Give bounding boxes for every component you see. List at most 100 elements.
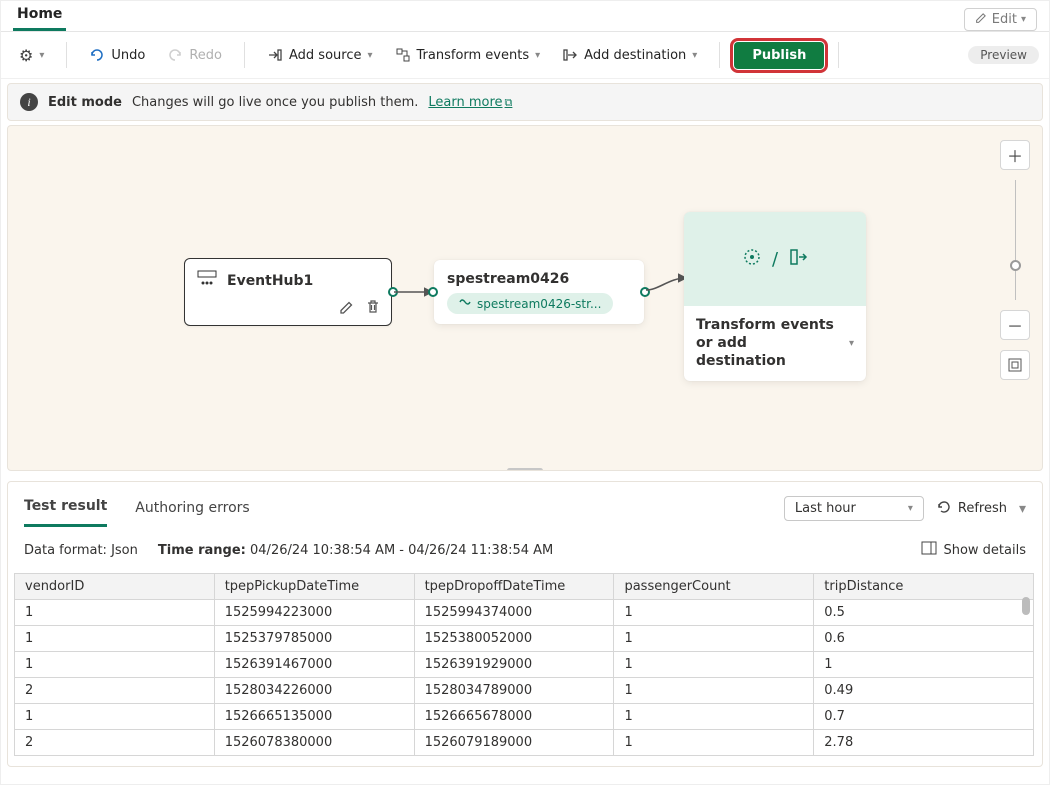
eventhub-icon (197, 269, 217, 293)
table-row[interactable]: 21528034226000152803478900010.49 (15, 678, 1034, 704)
stream-pill[interactable]: spestream0426-str... (447, 293, 613, 314)
transform-icon (395, 47, 411, 63)
results-meta: Data format: Json Time range: 04/26/24 1… (8, 527, 1042, 569)
pencil-icon (975, 11, 988, 28)
edit-node-button[interactable] (339, 299, 355, 319)
toolbar-divider (244, 42, 245, 68)
table-cell: 1526391467000 (214, 652, 414, 678)
table-cell: 1 (15, 600, 215, 626)
gear-icon: ⚙ (19, 46, 33, 65)
table-cell: 0.49 (814, 678, 1034, 704)
preview-badge: Preview (968, 46, 1039, 64)
table-cell: 1528034226000 (214, 678, 414, 704)
column-header[interactable]: passengerCount (614, 574, 814, 600)
results-table: vendorIDtpepPickupDateTimetpepDropoffDat… (14, 573, 1034, 756)
top-row: Home Edit ▾ (1, 1, 1049, 31)
time-range-select[interactable]: Last hour ▾ (784, 496, 924, 521)
toolbar: ⚙ ▾ Undo Redo Add source ▾ Transform eve… (1, 31, 1049, 79)
table-cell: 2 (15, 730, 215, 756)
table-cell: 1 (614, 704, 814, 730)
table-cell: 0.6 (814, 626, 1034, 652)
notice-body: Changes will go live once you publish th… (132, 95, 418, 110)
undo-label: Undo (111, 48, 145, 63)
canvas-inner: EventHub1 spestream0426 spestream0426-st… (8, 126, 1042, 470)
transform-events-label: Transform events (417, 48, 530, 63)
table-cell: 1 (814, 652, 1034, 678)
separator: / (772, 249, 778, 270)
table-cell: 1526391929000 (414, 652, 614, 678)
refresh-label: Refresh (958, 501, 1007, 516)
undo-button[interactable]: Undo (81, 43, 153, 67)
column-header[interactable]: tpepDropoffDateTime (414, 574, 614, 600)
data-format-label: Data format: (24, 543, 107, 558)
tab-authoring-errors[interactable]: Authoring errors (135, 492, 249, 526)
column-header[interactable]: tpepPickupDateTime (214, 574, 414, 600)
table-cell: 2.78 (814, 730, 1034, 756)
table-cell: 2 (15, 678, 215, 704)
table-row[interactable]: 21526078380000152607918900012.78 (15, 730, 1034, 756)
node-eventhub1[interactable]: EventHub1 (184, 258, 392, 326)
undo-icon (89, 47, 105, 63)
input-port[interactable] (428, 287, 438, 297)
chevron-down-icon[interactable]: ▾ (849, 338, 854, 349)
table-cell: 1526665135000 (214, 704, 414, 730)
collapse-panel-button[interactable]: ▾ (1019, 501, 1026, 517)
table-row[interactable]: 11525379785000152538005200010.6 (15, 626, 1034, 652)
table-row[interactable]: 11526391467000152639192900011 (15, 652, 1034, 678)
add-source-button[interactable]: Add source ▾ (259, 43, 381, 67)
edit-mode-notice: i Edit mode Changes will go live once yo… (7, 83, 1043, 121)
table-cell: 0.7 (814, 704, 1034, 730)
chevron-down-icon: ▾ (535, 50, 540, 61)
table-cell: 1525994374000 (414, 600, 614, 626)
delete-node-button[interactable] (365, 299, 381, 319)
scroll-y (1022, 573, 1030, 743)
tab-test-result[interactable]: Test result (24, 490, 107, 527)
learn-more-label: Learn more (428, 95, 502, 110)
toolbar-divider (838, 42, 839, 68)
publish-button[interactable]: Publish (734, 42, 824, 69)
column-header[interactable]: vendorID (15, 574, 215, 600)
table-cell: 1 (15, 704, 215, 730)
stream-pill-label: spestream0426-str... (477, 297, 601, 311)
column-header[interactable]: tripDistance (814, 574, 1034, 600)
destination-icon (788, 247, 808, 272)
notice-title: Edit mode (48, 95, 122, 110)
redo-button: Redo (159, 43, 230, 67)
stream-icon (459, 296, 471, 311)
refresh-icon (936, 499, 952, 519)
table-cell: 1526078380000 (214, 730, 414, 756)
chevron-down-icon: ▾ (39, 50, 44, 61)
resize-handle[interactable] (507, 468, 543, 471)
placeholder-iconbar: / (684, 212, 866, 306)
toolbar-divider (66, 42, 67, 68)
canvas[interactable]: ＋ － EventHub1 (7, 125, 1043, 471)
settings-button[interactable]: ⚙ ▾ (11, 42, 52, 69)
details-icon (921, 541, 937, 559)
table-cell: 1 (614, 678, 814, 704)
tab-home[interactable]: Home (13, 2, 66, 31)
chevron-down-icon: ▾ (692, 50, 697, 61)
node-placeholder[interactable]: / Transform events or add destination ▾ (684, 212, 866, 381)
table-cell: 1528034789000 (414, 678, 614, 704)
table-cell: 1526079189000 (414, 730, 614, 756)
external-link-icon: ⧉ (505, 96, 513, 109)
table-row[interactable]: 11526665135000152666567800010.7 (15, 704, 1034, 730)
learn-more-link[interactable]: Learn more⧉ (428, 95, 512, 110)
show-details-button[interactable]: Show details (921, 541, 1026, 559)
scroll-y-thumb[interactable] (1022, 597, 1030, 615)
transform-events-button[interactable]: Transform events ▾ (387, 43, 549, 67)
table-row[interactable]: 11525994223000152599437400010.5 (15, 600, 1034, 626)
table-cell: 1 (614, 600, 814, 626)
placeholder-label: Transform events or add destination (696, 316, 841, 371)
edit-dropdown[interactable]: Edit ▾ (964, 8, 1037, 31)
add-source-icon (267, 47, 283, 63)
add-destination-button[interactable]: Add destination ▾ (554, 43, 705, 67)
toolbar-divider (719, 42, 720, 68)
table-cell: 0.5 (814, 600, 1034, 626)
node-spestream[interactable]: spestream0426 spestream0426-str... (434, 260, 644, 324)
transform-icon (742, 247, 762, 272)
chevron-down-icon: ▾ (367, 50, 372, 61)
results-table-wrap[interactable]: vendorIDtpepPickupDateTimetpepDropoffDat… (14, 573, 1036, 756)
refresh-button[interactable]: Refresh (936, 499, 1007, 519)
time-range-value: 04/26/24 10:38:54 AM - 04/26/24 11:38:54… (250, 543, 553, 558)
